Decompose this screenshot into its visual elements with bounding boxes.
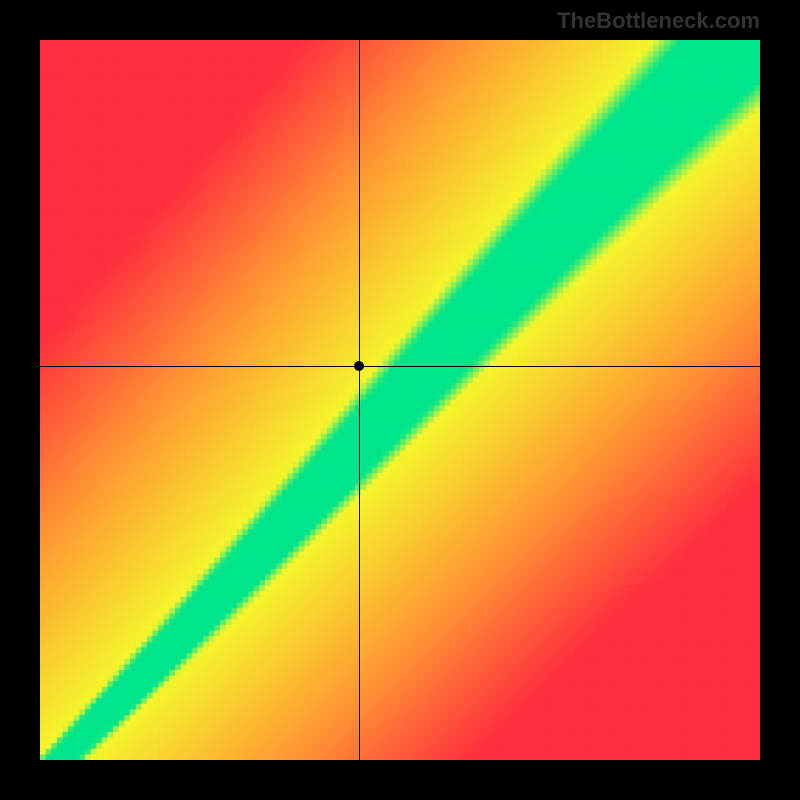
plot-area <box>40 40 760 760</box>
chart-container: TheBottleneck.com <box>0 0 800 800</box>
crosshair-horizontal <box>40 366 760 367</box>
crosshair-vertical <box>359 40 360 760</box>
attribution-label: TheBottleneck.com <box>557 8 760 34</box>
heatmap-canvas <box>40 40 760 760</box>
data-point-marker <box>354 361 364 371</box>
